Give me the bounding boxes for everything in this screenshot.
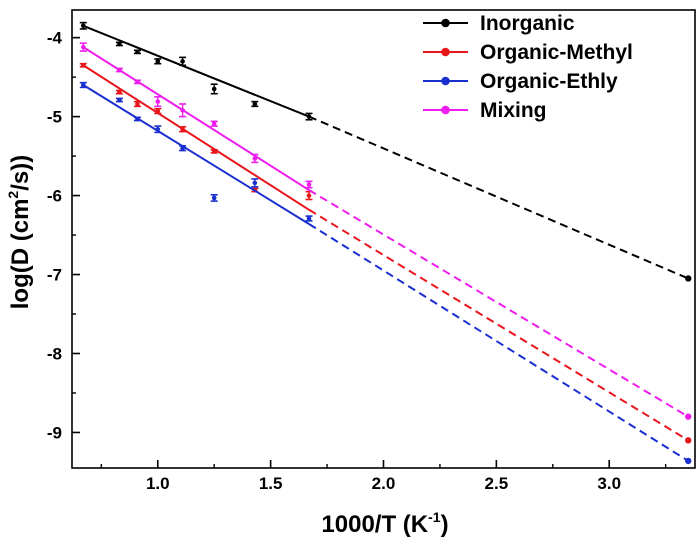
series-organic-ethly (79, 81, 692, 465)
y-axis-title: log(D (cm2/s)) (5, 155, 34, 309)
data-point (306, 114, 312, 119)
data-point (135, 116, 140, 122)
data-point (180, 59, 185, 64)
legend-swatch-marker (441, 105, 450, 115)
x-tick-label: 2.5 (485, 474, 509, 493)
series-inorganic (79, 21, 692, 282)
data-point (155, 108, 161, 114)
x-tick-label: 2.0 (372, 474, 396, 493)
data-point (180, 126, 185, 132)
extrapolated-point-organic-methyl (685, 437, 692, 444)
data-point (155, 59, 161, 64)
legend-swatch-marker (441, 47, 450, 57)
extrapolation-line-organic-methyl (308, 208, 689, 442)
data-point (306, 182, 312, 187)
data-point (117, 89, 122, 95)
legend-item-organic-ethly: Organic-Ethly (423, 70, 618, 93)
legend-item-mixing: Mixing (423, 99, 547, 122)
data-point (155, 99, 161, 104)
data-point (252, 180, 258, 186)
fit-line-inorganic (82, 24, 310, 118)
x-tick-label: 1.0 (146, 474, 170, 493)
data-point (80, 44, 86, 50)
fit-line-organic-ethly (82, 84, 310, 225)
data-point (306, 193, 312, 198)
y-tick-label: -7 (47, 266, 62, 285)
x-axis-title: 1000/T (K-1) (321, 509, 448, 538)
data-point (80, 62, 86, 68)
extrapolated-point-mixing (685, 413, 692, 420)
axes-layer: 1.0 1.5 2.0 2.5 3.0 -9 -8 -7 -6 -5 -4 (47, 29, 667, 493)
legend: Inorganic Organic-Methyl Organic-Ethly Mixi… (423, 12, 633, 122)
y-tick-label: -8 (47, 345, 62, 364)
legend-label: Organic-Methyl (480, 41, 633, 64)
data-point (180, 145, 185, 151)
data-point (117, 67, 122, 73)
data-point (180, 107, 185, 113)
x-tick-label: 1.5 (259, 474, 283, 493)
data-point (252, 156, 258, 161)
y-tick-label: -6 (47, 187, 62, 206)
data-point (211, 86, 217, 92)
data-point (80, 82, 86, 88)
series-mixing (79, 42, 692, 420)
fit-line-organic-methyl (82, 64, 310, 211)
x-tick-label: 3.0 (597, 474, 621, 493)
data-point (252, 101, 258, 107)
series-organic-methyl (79, 62, 692, 444)
legend-label: Inorganic (480, 12, 575, 35)
data-point (117, 41, 122, 47)
data-point (306, 216, 312, 221)
extrapolation-line-inorganic (308, 115, 689, 280)
data-point (135, 49, 140, 55)
data-point (155, 126, 161, 132)
series-layer (79, 21, 692, 465)
extrapolated-point-inorganic (685, 275, 692, 282)
data-point (117, 97, 122, 103)
data-point (211, 121, 217, 127)
legend-label: Mixing (480, 99, 547, 122)
legend-swatch-marker (441, 76, 450, 86)
data-point (211, 149, 217, 154)
legend-swatch-marker (441, 18, 450, 28)
y-tick-label: -4 (47, 29, 63, 48)
extrapolation-line-organic-ethly (308, 223, 689, 462)
data-point (211, 195, 217, 201)
y-tick-label: -9 (47, 423, 62, 442)
legend-item-organic-methyl: Organic-Methyl (423, 41, 633, 64)
legend-item-inorganic: Inorganic (423, 12, 575, 35)
legend-label: Organic-Ethly (480, 70, 618, 93)
extrapolated-point-organic-ethly (685, 457, 692, 465)
extrapolation-line-mixing (308, 189, 689, 418)
y-tick-label: -5 (47, 108, 62, 127)
data-point (135, 101, 140, 107)
data-point (80, 23, 86, 29)
data-point (135, 79, 140, 85)
